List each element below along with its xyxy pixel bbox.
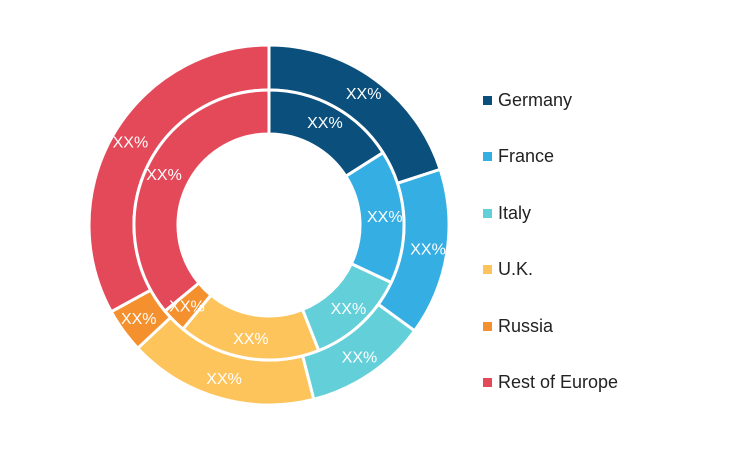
inner-label-germany: XX% [307, 115, 343, 132]
inner-label-italy: XX% [331, 301, 367, 318]
legend-swatch-rest-of-europe [483, 378, 492, 388]
outer-label-russia: XX% [121, 311, 157, 328]
inner-ring [132, 88, 406, 362]
inner-slice-rest-of-europe [132, 88, 271, 313]
legend-label-italy: Italy [498, 202, 532, 223]
outer-label-italy: XX% [342, 350, 378, 367]
legend-swatch-russia [483, 321, 492, 331]
legend-label-russia: Russia [498, 315, 554, 336]
slice-labels: XX%XX%XX%XX%XX%XX%XX%XX%XX%XX%XX%XX% [113, 86, 446, 388]
chart-legend: Germany France Italy U.K. Russia Rest of Euro… [483, 72, 618, 411]
inner-label-russia: XX% [169, 299, 205, 316]
inner-label-rest-of-europe: XX% [146, 167, 182, 184]
legend-label-germany: Germany [498, 89, 573, 110]
legend-item-rest-of-europe: Rest of Europe [483, 355, 618, 412]
outer-label-france: XX% [410, 242, 446, 259]
outer-label-rest-of-europe: XX% [113, 135, 149, 152]
legend-item-germany: Germany [483, 72, 618, 129]
legend-item-u-k: U.K. [483, 242, 618, 299]
legend-label-france: France [498, 146, 555, 167]
legend-item-france: France [483, 129, 618, 186]
inner-label-u-k: XX% [233, 331, 269, 348]
legend-item-italy: Italy [483, 185, 618, 242]
legend-label-u-k: U.K. [498, 259, 534, 280]
legend-label-rest-of-europe: Rest of Europe [498, 372, 619, 393]
legend-item-russia: Russia [483, 298, 618, 355]
legend-swatch-germany [483, 95, 492, 105]
outer-label-u-k: XX% [206, 371, 242, 388]
legend-swatch-france [483, 152, 492, 162]
outer-label-germany: XX% [346, 86, 382, 103]
legend-swatch-italy [483, 208, 492, 218]
inner-label-france: XX% [367, 209, 403, 226]
legend-swatch-u-k [483, 265, 492, 275]
